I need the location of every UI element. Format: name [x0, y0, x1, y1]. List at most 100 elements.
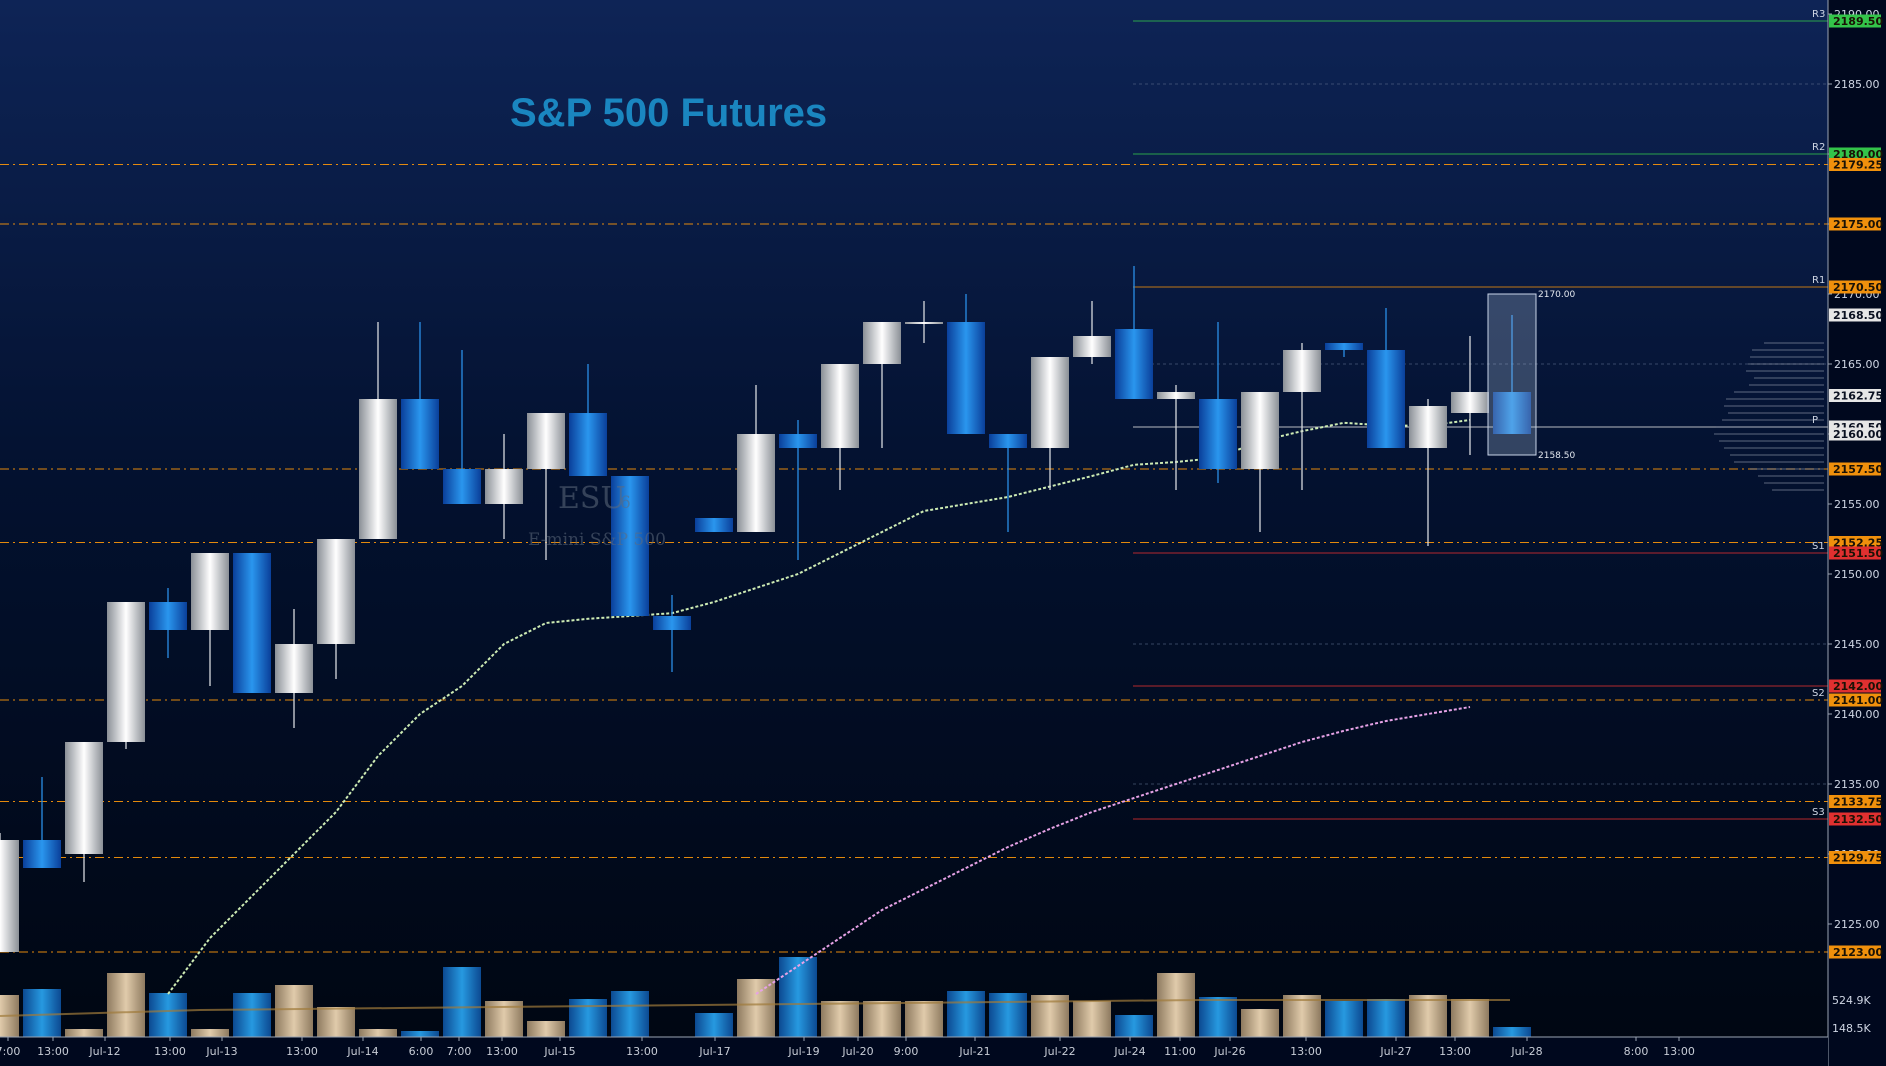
x-tick-label-11: 13:00 [626, 1045, 658, 1058]
candle-body-19 [779, 434, 817, 448]
level-label-13: 2141.00 [1833, 694, 1883, 707]
candle-body-26 [1073, 336, 1111, 357]
candle-body-25 [1031, 357, 1069, 448]
candle-body-15 [611, 476, 649, 616]
level-label-4: 2170.50 [1833, 281, 1883, 294]
volume-bar-5 [191, 1029, 229, 1037]
volume-bar-18 [737, 979, 775, 1037]
candle-body-36 [1493, 392, 1531, 434]
level-label-15: 2132.50 [1833, 813, 1883, 826]
volume-bar-20 [821, 1001, 859, 1037]
candle-body-18 [737, 434, 775, 532]
candle-body-23 [947, 322, 985, 434]
volume-bar-2 [65, 1029, 103, 1037]
x-tick-label-4: Jul-13 [205, 1045, 237, 1058]
volume-bar-15 [611, 991, 649, 1037]
x-tick-label-5: 13:00 [286, 1045, 318, 1058]
level-marker-15: S3 [1812, 807, 1825, 818]
volume-bar-10 [401, 1031, 439, 1037]
candle-body-13 [527, 413, 565, 469]
level-label-3: 2175.00 [1833, 218, 1883, 231]
volume-bar-27 [1115, 1015, 1153, 1037]
volume-bar-3 [107, 973, 145, 1037]
x-tick-label-6: Jul-14 [346, 1045, 378, 1058]
level-label-10: 2152.25 [1833, 537, 1883, 550]
y-tick-label-12: 2185.00 [1834, 78, 1880, 91]
x-tick-label-9: 13:00 [486, 1045, 518, 1058]
candle-body-20 [821, 364, 859, 448]
last-candle-range-box [1487, 293, 1537, 456]
level-tag-11 [1829, 546, 1881, 560]
level-label-17: 2123.00 [1833, 946, 1883, 959]
candle-body-17 [695, 518, 733, 532]
volume-bar-8 [317, 1007, 355, 1037]
volume-bar-28 [1157, 973, 1195, 1037]
level-marker-11: S1 [1812, 541, 1825, 552]
level-label-11: 2151.50 [1833, 547, 1883, 560]
level-tag-6 [1829, 389, 1881, 402]
x-tick-label-8: 7:00 [447, 1045, 472, 1058]
range-annotation-1: 2158.50 [1538, 451, 1575, 461]
level-tag-5 [1829, 308, 1881, 322]
candle-body-28 [1157, 392, 1195, 399]
level-marker-7: P [1812, 415, 1818, 426]
level-label-9: 2157.50 [1833, 463, 1883, 476]
volume-label-1: 148.5K [1832, 1022, 1871, 1035]
candle-body-10 [401, 399, 439, 469]
level-tag-9 [1829, 462, 1881, 476]
y-tick-label-8: 2165.00 [1834, 358, 1880, 371]
level-tag-13 [1829, 693, 1881, 707]
candle-body-21 [863, 322, 901, 364]
volume-bar-31 [1283, 995, 1321, 1037]
volume-bar-6 [233, 993, 271, 1037]
x-tick-label-26: 13:00 [1663, 1045, 1695, 1058]
volume-bar-19 [779, 957, 817, 1037]
volume-bar-29 [1199, 997, 1237, 1037]
level-label-12: 2142.00 [1833, 680, 1883, 693]
level-tag-3 [1829, 217, 1881, 231]
volume-bar-30 [1241, 1009, 1279, 1037]
volume-label-0: 524.9K [1832, 994, 1871, 1007]
x-tick-label-2: Jul-12 [88, 1045, 120, 1058]
volume-average-line [0, 999, 1510, 1017]
volume-bar-26 [1073, 1001, 1111, 1037]
x-tick-label-21: 13:00 [1290, 1045, 1322, 1058]
x-tick-label-14: Jul-20 [841, 1045, 873, 1058]
time-axis-panel [0, 1037, 1828, 1066]
x-tick-label-19: 11:00 [1164, 1045, 1196, 1058]
volume-bar-11 [443, 967, 481, 1037]
candle-body-11 [443, 469, 481, 504]
watermark-name: E-mini S&P 500 [528, 530, 666, 550]
level-label-6: 2162.75 [1833, 390, 1883, 403]
volume-bar-24 [989, 993, 1027, 1037]
candle-body-16 [653, 616, 691, 630]
volume-bar-21 [863, 1001, 901, 1037]
candle-body-30 [1241, 392, 1279, 469]
y-tick-label-6: 2155.00 [1834, 498, 1880, 511]
candle-body-0 [0, 840, 19, 952]
candle-body-35 [1451, 392, 1489, 413]
x-tick-label-22: Jul-27 [1379, 1045, 1411, 1058]
volume-bar-13 [527, 1021, 565, 1037]
level-marker-0: R3 [1812, 9, 1825, 20]
y-tick-label-3: 2140.00 [1834, 708, 1880, 721]
candle-body-22 [905, 322, 943, 324]
candle-body-32 [1325, 343, 1363, 350]
y-tick-label-0: 2125.00 [1834, 918, 1880, 931]
candle-body-34 [1409, 406, 1447, 448]
level-label-5: 2168.50 [1833, 309, 1883, 322]
candle-body-24 [989, 434, 1027, 448]
level-label-1: 2180.00 [1833, 148, 1883, 161]
x-tick-label-20: Jul-26 [1213, 1045, 1245, 1058]
y-tick-label-4: 2145.00 [1834, 638, 1880, 651]
x-tick-label-24: Jul-28 [1510, 1045, 1542, 1058]
candle-body-2 [65, 742, 103, 854]
candle-body-27 [1115, 329, 1153, 399]
level-label-16: 2129.75 [1833, 852, 1883, 865]
candle-body-8 [317, 539, 355, 644]
volume-bar-23 [947, 991, 985, 1037]
volume-bar-17 [695, 1013, 733, 1037]
level-tag-14 [1829, 795, 1881, 808]
volume-bar-22 [905, 1001, 943, 1037]
